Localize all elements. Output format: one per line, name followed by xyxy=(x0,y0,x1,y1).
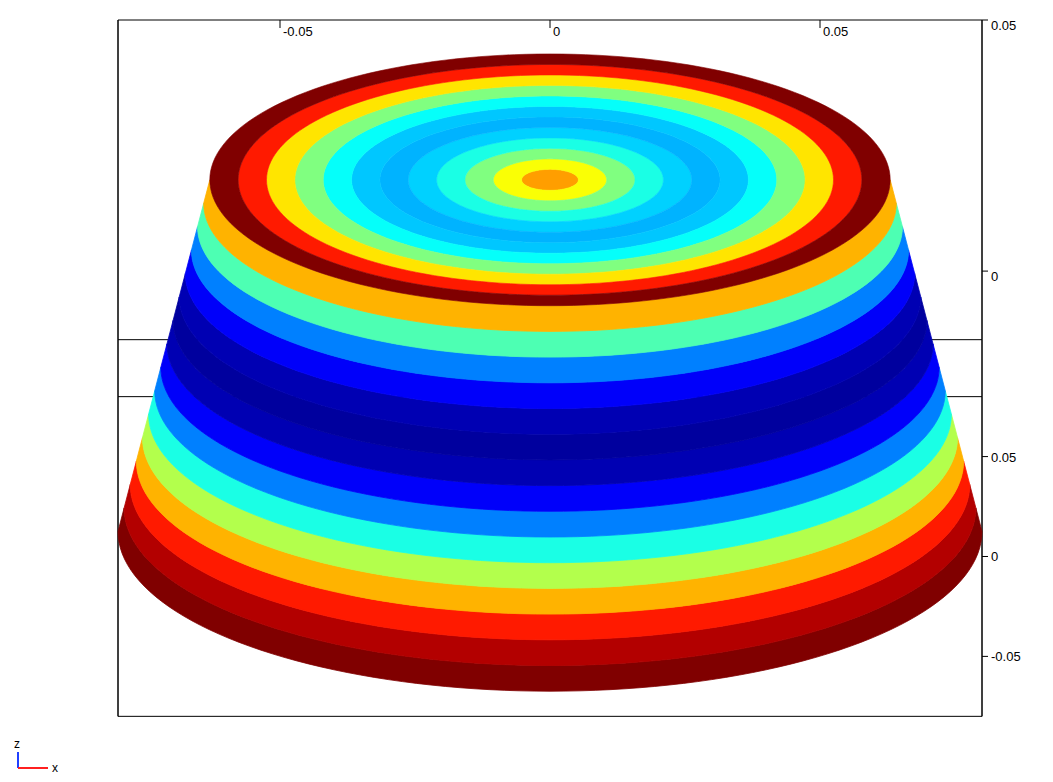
z-tick xyxy=(982,271,988,272)
box-edge xyxy=(982,20,983,397)
surface xyxy=(118,54,982,691)
top-ring xyxy=(408,127,692,232)
z-tick-label: 0.05 xyxy=(991,18,1016,33)
top-ring xyxy=(352,106,749,253)
x-label: x xyxy=(52,761,58,775)
z-direction xyxy=(17,752,19,768)
top-ring xyxy=(295,85,805,274)
y-tick-label: -0.05 xyxy=(991,649,1021,664)
ticks: -0.05 0 0.05 -0.05 0 0.05 0 0.05 xyxy=(280,18,1021,664)
x-tick-label: -0.05 xyxy=(283,24,313,39)
box-edge xyxy=(118,20,119,397)
y-tick xyxy=(982,456,988,457)
x-direction xyxy=(18,767,48,769)
box-edge xyxy=(118,716,982,717)
z-tick xyxy=(982,20,988,21)
x-tick-label: 0.05 xyxy=(823,24,848,39)
z-label: z xyxy=(14,737,20,751)
top-ring xyxy=(238,64,862,295)
top-ring xyxy=(380,117,720,243)
top-ring xyxy=(210,54,890,306)
x-tick xyxy=(820,20,821,28)
x-tick xyxy=(280,20,281,28)
y-tick xyxy=(982,556,988,557)
y-tick-label: 0.05 xyxy=(991,450,1016,465)
frame xyxy=(118,20,982,716)
axis-triad: zx xyxy=(14,737,58,775)
y-tick xyxy=(982,656,988,657)
y-tick-label: 0 xyxy=(991,549,998,564)
top-ring xyxy=(465,148,635,211)
x-tick xyxy=(550,20,551,28)
top-ring xyxy=(437,138,664,222)
z-tick-label: 0 xyxy=(991,269,998,284)
top-ring xyxy=(323,96,777,264)
chart: -0.0500.05-0.0500.0500.05zx xyxy=(0,0,1053,782)
top-ring xyxy=(267,75,834,285)
x-tick-label: 0 xyxy=(553,24,560,39)
